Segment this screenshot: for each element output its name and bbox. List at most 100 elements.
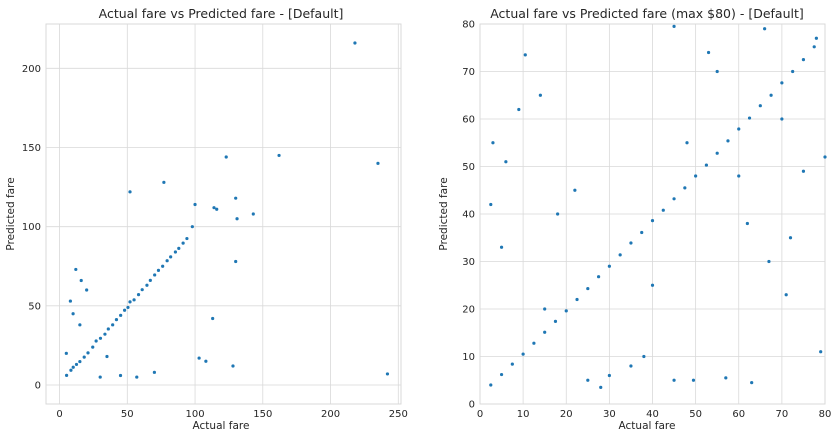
data-point xyxy=(523,53,527,57)
data-point xyxy=(68,299,72,303)
data-point xyxy=(94,339,98,343)
data-point xyxy=(814,36,818,40)
data-point xyxy=(162,180,166,184)
data-point xyxy=(763,27,767,31)
plot-area xyxy=(45,23,402,405)
data-point xyxy=(650,219,655,223)
y-tick-label: 60 xyxy=(462,115,475,126)
data-point xyxy=(140,288,144,292)
data-point xyxy=(376,161,380,165)
data-point xyxy=(685,141,689,145)
y-tick-labels: 0 50 100 150 200 xyxy=(22,64,41,392)
data-point xyxy=(74,362,79,367)
data-point xyxy=(353,41,357,45)
data-point xyxy=(575,297,579,302)
y-tick-label: 20 xyxy=(462,305,475,316)
x-tick-label: 50 xyxy=(121,409,134,420)
y-tick-label: 10 xyxy=(462,352,475,363)
data-point xyxy=(235,217,239,221)
y-axis-label: Predicted fare xyxy=(438,177,450,250)
x-tick-labels: 0 50 100 150 200 250 xyxy=(56,409,407,420)
data-point xyxy=(105,354,109,359)
data-point xyxy=(111,323,115,327)
data-point xyxy=(114,318,119,322)
data-point xyxy=(132,298,136,302)
data-point xyxy=(64,351,68,355)
data-point xyxy=(750,381,754,385)
data-point xyxy=(596,275,601,279)
data-point xyxy=(135,375,139,379)
grid-lines xyxy=(479,23,826,405)
chart-panel-actual-vs-predicted: 0 50 100 150 200 250 0 50 100 150 200 Actual fare… xyxy=(5,6,408,432)
data-point xyxy=(599,385,603,389)
data-point xyxy=(177,246,181,250)
data-point xyxy=(629,364,633,368)
data-point xyxy=(706,50,711,55)
data-point xyxy=(694,174,698,178)
data-point xyxy=(504,160,508,164)
data-point xyxy=(165,259,169,263)
data-point xyxy=(173,250,177,254)
data-point xyxy=(726,139,730,143)
chart-panel-actual-vs-predicted-max80: 0 10 20 30 40 50 60 70 80 0 10 20 30 40 50 60 70 80 Actu… xyxy=(438,6,831,432)
data-point xyxy=(489,202,493,207)
data-point xyxy=(801,58,806,62)
x-tick-label: 0 xyxy=(477,409,483,420)
data-point xyxy=(190,225,194,229)
data-point xyxy=(683,186,687,190)
x-axis-label: Actual fare xyxy=(619,420,676,432)
data-point xyxy=(126,305,130,310)
data-point xyxy=(780,81,784,85)
data-point xyxy=(118,373,123,378)
data-point xyxy=(224,155,228,159)
data-point xyxy=(642,354,646,359)
x-tick-label: 150 xyxy=(253,409,272,420)
data-point xyxy=(521,352,525,356)
data-point xyxy=(556,212,560,216)
data-point xyxy=(64,373,69,377)
data-point xyxy=(128,300,132,304)
data-point xyxy=(715,151,719,155)
data-point xyxy=(672,197,676,201)
data-point xyxy=(169,255,173,259)
data-point xyxy=(212,206,216,210)
data-point xyxy=(564,309,568,313)
y-tick-labels: 0 10 20 30 40 50 60 70 80 xyxy=(462,20,475,411)
y-tick-label: 40 xyxy=(462,210,475,221)
x-tick-labels: 0 10 20 30 40 50 60 70 80 xyxy=(477,409,832,420)
data-point xyxy=(152,370,156,374)
data-point xyxy=(724,376,728,380)
scatter-points xyxy=(489,24,827,389)
data-point xyxy=(71,365,75,369)
data-point xyxy=(704,163,709,167)
x-tick-label: 10 xyxy=(517,409,530,420)
data-point xyxy=(86,351,90,355)
data-point xyxy=(161,264,165,268)
data-point xyxy=(517,107,521,112)
data-point xyxy=(607,264,611,268)
data-point xyxy=(691,378,696,382)
data-point xyxy=(145,283,149,287)
data-point xyxy=(91,345,95,349)
data-point xyxy=(618,253,622,257)
y-tick-label: 0 xyxy=(35,381,41,392)
chart-title: Actual fare vs Predicted fare - [Default… xyxy=(99,6,344,21)
data-point xyxy=(640,230,644,235)
data-point xyxy=(78,359,82,364)
data-point xyxy=(607,373,611,378)
data-point xyxy=(277,153,281,158)
data-point xyxy=(122,308,127,312)
data-point xyxy=(153,273,157,277)
data-point xyxy=(715,69,719,74)
data-point xyxy=(747,116,752,120)
data-point xyxy=(586,286,590,291)
y-tick-label: 100 xyxy=(22,222,41,233)
data-point xyxy=(499,245,504,249)
data-point xyxy=(211,316,215,321)
data-point xyxy=(538,93,542,97)
x-tick-label: 40 xyxy=(646,409,659,420)
data-point xyxy=(74,267,78,272)
data-point xyxy=(784,293,788,297)
